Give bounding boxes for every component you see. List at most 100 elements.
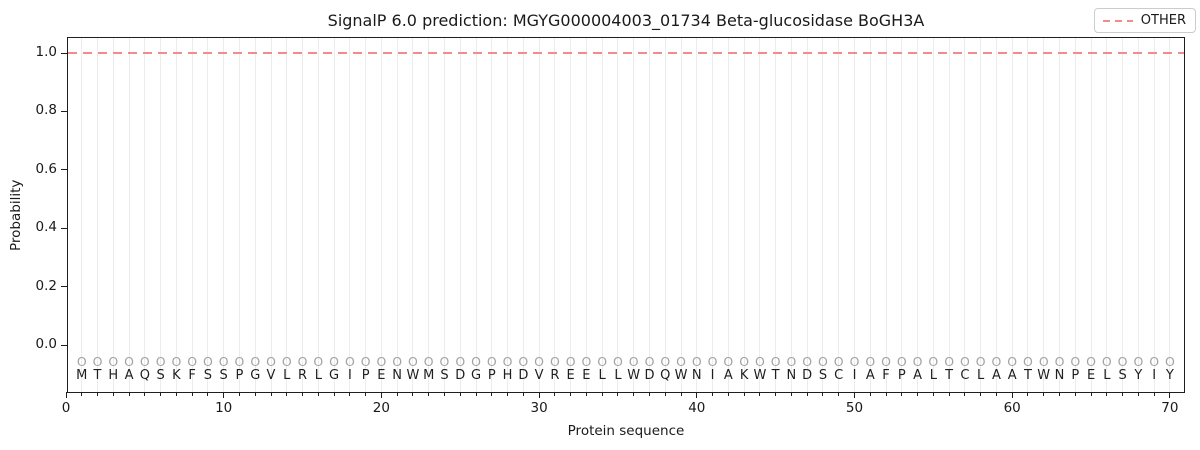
predicted-label-O: O — [1133, 353, 1144, 369]
residue-gridline — [696, 38, 698, 392]
x-minor-tick — [964, 392, 966, 396]
x-minor-tick — [128, 392, 130, 396]
y-axis-label: Probability — [8, 179, 24, 251]
sequence-residue: L — [1103, 367, 1111, 383]
residue-gridline — [1122, 38, 1124, 392]
residue-gridline — [1137, 38, 1139, 392]
predicted-label-O: O — [203, 353, 213, 369]
residue-gridline — [854, 38, 855, 392]
x-minor-tick — [286, 392, 288, 396]
sequence-residue: W — [674, 367, 688, 383]
predicted-label-O: O — [1086, 353, 1096, 369]
x-tick-label: 70 — [1161, 400, 1179, 416]
sequence-residue: L — [929, 367, 937, 383]
x-minor-tick — [112, 392, 114, 396]
residue-gridline — [349, 38, 351, 392]
predicted-label-O: O — [471, 353, 481, 369]
x-minor-tick — [238, 392, 240, 396]
predicted-label-O: O — [266, 353, 276, 369]
residue-gridline — [1153, 38, 1155, 392]
predicted-label-O: O — [139, 353, 150, 369]
x-minor-tick — [932, 392, 934, 396]
predicted-label-O: O — [613, 353, 623, 369]
x-minor-tick — [191, 392, 193, 396]
predicted-label-O: O — [1149, 353, 1160, 369]
x-minor-tick — [585, 392, 587, 396]
x-minor-tick — [443, 392, 445, 396]
sequence-residue: G — [250, 367, 261, 383]
y-tick — [61, 52, 67, 54]
residue-gridline — [1011, 38, 1013, 392]
y-tick-label: 1.0 — [35, 44, 57, 60]
x-minor-tick — [333, 392, 335, 396]
sequence-residue: A — [124, 367, 134, 383]
y-tick — [61, 227, 67, 229]
sequence-residue: E — [1086, 367, 1096, 383]
x-minor-tick — [980, 392, 982, 396]
residue-gridline — [1043, 38, 1045, 392]
predicted-label-O: O — [754, 353, 765, 369]
sequence-residue: S — [203, 367, 213, 383]
sequence-residue: I — [347, 367, 352, 383]
sequence-residue: E — [566, 367, 575, 383]
sequence-residue: W — [406, 367, 420, 383]
sequence-residue: F — [882, 367, 890, 383]
sequence-residue: L — [314, 367, 322, 383]
residue-gridline — [901, 38, 903, 392]
sequence-residue: G — [329, 367, 340, 383]
sequence-residue: N — [691, 367, 702, 383]
x-minor-tick — [349, 392, 351, 396]
residue-gridline — [806, 38, 808, 392]
residue-gridline — [917, 38, 919, 392]
residue-gridline — [112, 38, 114, 392]
residue-gridline — [286, 38, 288, 392]
sequence-residue: G — [470, 367, 482, 383]
residue-gridline — [380, 38, 382, 392]
legend-box: OTHER — [1093, 8, 1196, 33]
x-minor-tick — [207, 392, 209, 396]
x-minor-tick — [254, 392, 256, 396]
predicted-label-O: O — [1117, 353, 1128, 369]
predicted-label-O: O — [171, 353, 182, 369]
predicted-label-O: O — [786, 353, 797, 369]
sequence-residue: E — [377, 367, 386, 383]
predicted-label-O: O — [849, 353, 860, 369]
x-minor-tick — [1153, 392, 1155, 396]
sequence-residue: S — [219, 367, 228, 383]
predicted-label-O: O — [676, 353, 686, 369]
residue-gridline — [980, 38, 982, 392]
x-minor-tick — [648, 392, 650, 396]
residue-gridline — [238, 38, 240, 392]
predicted-label-O: O — [281, 353, 292, 369]
predicted-label-O: O — [865, 353, 876, 369]
x-minor-tick — [81, 392, 83, 396]
predicted-label-O: O — [439, 353, 450, 369]
predicted-label-O: O — [549, 353, 560, 369]
x-minor-tick — [317, 392, 319, 396]
residue-gridline — [617, 38, 619, 392]
predicted-label-O: O — [124, 353, 134, 369]
x-tick-label: 30 — [530, 400, 548, 416]
x-minor-tick — [948, 392, 950, 396]
predicted-label-O: O — [392, 353, 403, 369]
x-minor-tick — [1027, 392, 1029, 396]
sequence-residue: V — [534, 367, 544, 383]
residue-gridline — [1059, 38, 1060, 392]
residue-gridline — [885, 38, 887, 392]
predicted-label-O: O — [707, 353, 718, 369]
residue-gridline — [223, 38, 225, 392]
residue-gridline — [144, 38, 146, 392]
predicted-label-O: O — [739, 353, 750, 369]
residue-gridline — [175, 38, 177, 392]
x-minor-tick — [459, 392, 461, 396]
predicted-label-O: O — [423, 353, 434, 369]
y-tick — [61, 110, 67, 112]
sequence-residue: P — [1071, 367, 1080, 383]
x-minor-tick — [175, 392, 177, 396]
x-minor-tick — [806, 392, 808, 396]
predicted-label-O: O — [486, 353, 497, 369]
x-tick-label: 0 — [61, 400, 71, 416]
residue-gridline — [585, 38, 587, 392]
residue-gridline — [396, 38, 398, 392]
